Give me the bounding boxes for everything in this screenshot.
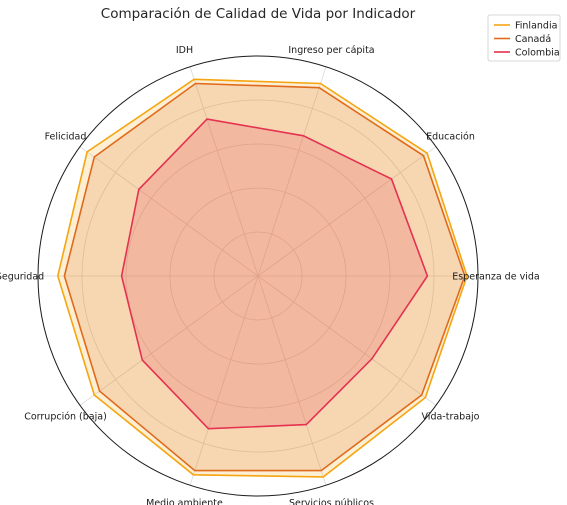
axis-label: Seguridad [0, 272, 44, 283]
legend-label: Canadá [515, 34, 551, 45]
series-line-finlandia [56, 78, 468, 478]
grid-spoke [79, 275, 259, 406]
chart-title: Comparación de Calidad de Vida por Indic… [101, 6, 416, 22]
axis-label: Esperanza de vida [452, 272, 539, 283]
grid-spoke [257, 66, 327, 277]
axis-label: Felicidad [45, 132, 87, 143]
axis-labels: IDH Ingreso per cápita Educación Esperanza … [0, 45, 540, 505]
axis-label: Servicios públicos [289, 498, 374, 505]
radar-grid [37, 55, 479, 497]
legend-label: Colombia [515, 48, 560, 59]
axis-label: IDH [176, 45, 193, 56]
series-line-colombia [120, 118, 429, 430]
axis-label: Medio ambiente [146, 498, 223, 505]
axis-label: Ingreso per cápita [288, 45, 374, 56]
grid-spoke [257, 275, 437, 406]
outer-frame [37, 55, 479, 497]
axis-label: Educación [426, 132, 475, 143]
legend: Finlandia Canadá Colombia [487, 14, 561, 62]
series-layer [56, 78, 468, 478]
legend-label: Finlandia [515, 21, 557, 32]
grid-spoke [189, 275, 259, 486]
legend-box [487, 14, 561, 62]
axis-label: Vida-trabajo [422, 411, 480, 422]
axis-label: Corrupción (baja) [24, 411, 107, 422]
grid-spoke [257, 275, 327, 486]
series-fill-canadá [64, 83, 465, 471]
grid-spoke [79, 146, 259, 277]
series-line-canadá [63, 82, 466, 472]
series-fill-colombia [121, 119, 428, 429]
grid-spoke [257, 146, 437, 277]
grid-spoke [189, 66, 259, 277]
